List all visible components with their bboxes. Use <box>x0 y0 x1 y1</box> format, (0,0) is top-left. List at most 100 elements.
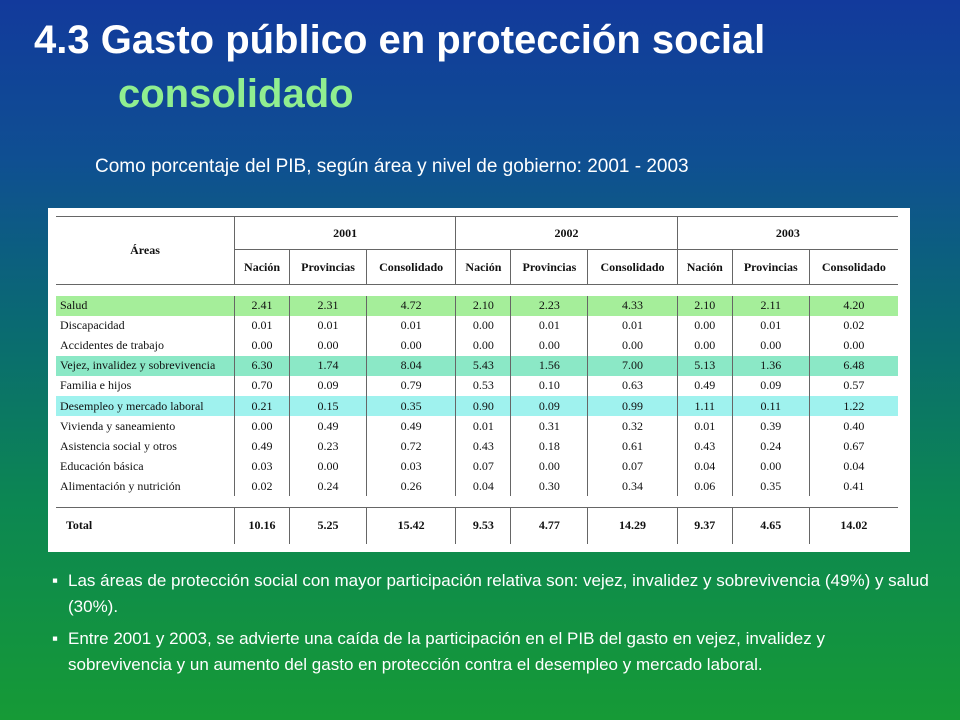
table-row: Vejez, invalidez y sobrevivencia 6.30 1.74… <box>56 355 898 376</box>
bullet-text: Entre 2001 y 2003, se advierte una caída… <box>68 629 825 674</box>
level-header: Provincias <box>510 249 588 285</box>
value-cell: 4.72 <box>365 295 456 316</box>
total-value-cell: 14.02 <box>808 506 898 544</box>
level-header: Nación <box>455 249 511 285</box>
value-cell: 2.23 <box>510 295 588 316</box>
value-cell: 0.03 <box>233 456 290 477</box>
value-cell: 0.15 <box>289 395 367 417</box>
value-cell: 8.04 <box>365 355 456 376</box>
value-cell: 0.18 <box>510 436 588 457</box>
value-cell: 0.04 <box>676 456 733 477</box>
bullet-list: ▪ Las áreas de protección social con may… <box>52 568 932 684</box>
value-cell: 0.00 <box>731 335 810 356</box>
value-cell: 0.49 <box>365 416 456 437</box>
value-cell: 0.00 <box>510 335 588 356</box>
level-header: Provincias <box>731 249 810 285</box>
slide-subtitle: Como porcentaje del PIB, según área y ni… <box>95 156 689 177</box>
bullet-marker: ▪ <box>52 571 59 590</box>
year-header: 2003 <box>676 216 898 250</box>
value-cell: 0.00 <box>455 315 511 336</box>
value-cell: 0.53 <box>455 375 511 396</box>
value-cell: 4.20 <box>808 295 898 316</box>
table-body: Salud 2.41 2.31 4.72 2.10 2.23 4.33 2.10 2.11 4.2… <box>56 285 898 544</box>
value-cell: 5.13 <box>676 355 733 376</box>
value-cell: 1.11 <box>676 395 733 417</box>
value-cell: 0.01 <box>510 315 588 336</box>
value-cell: 0.72 <box>365 436 456 457</box>
value-cell: 0.49 <box>676 375 733 396</box>
table-header-levels: Nación Provincias Consolidado Nación Pro… <box>56 249 898 285</box>
value-cell: 0.09 <box>510 395 588 417</box>
area-cell: Familia e hijos <box>60 378 132 393</box>
value-cell: 0.01 <box>289 315 367 336</box>
area-cell: Educación básica <box>60 458 144 473</box>
value-cell: 0.67 <box>808 436 898 457</box>
table-row: Desempleo y mercado laboral 0.21 0.15 0.35 0… <box>56 395 898 417</box>
value-cell: 0.04 <box>455 476 511 497</box>
area-cell: Accidentes de trabajo <box>60 338 164 353</box>
value-cell: 0.43 <box>455 436 511 457</box>
value-cell: 0.00 <box>587 335 678 356</box>
level-header: Consolidado <box>365 249 456 285</box>
value-cell: 0.34 <box>587 476 678 497</box>
total-value-cell: 15.42 <box>365 506 456 544</box>
level-header: Nación <box>233 249 290 285</box>
area-cell: Alimentación y nutrición <box>60 478 181 493</box>
value-cell: 0.01 <box>233 315 290 336</box>
value-cell: 0.41 <box>808 476 898 497</box>
value-cell: 5.43 <box>455 355 511 376</box>
value-cell: 2.31 <box>289 295 367 316</box>
value-cell: 0.57 <box>808 375 898 396</box>
slide-title: 4.3 Gasto público en protección social <box>34 18 766 62</box>
data-table: Áreas 2001 2002 2003 Nación Provincias C… <box>56 216 898 544</box>
area-cell: Vivienda y saneamiento <box>60 418 176 433</box>
value-cell: 1.74 <box>289 355 367 376</box>
value-cell: 0.04 <box>808 456 898 477</box>
value-cell: 4.33 <box>587 295 678 316</box>
value-cell: 0.70 <box>233 375 290 396</box>
value-cell: 0.00 <box>233 416 290 437</box>
value-cell: 0.10 <box>510 375 588 396</box>
value-cell: 0.61 <box>587 436 678 457</box>
value-cell: 0.00 <box>289 335 367 356</box>
value-cell: 0.00 <box>676 315 733 336</box>
value-cell: 0.63 <box>587 375 678 396</box>
value-cell: 2.11 <box>731 295 810 316</box>
level-header: Provincias <box>289 249 367 285</box>
value-cell: 0.01 <box>365 315 456 336</box>
total-row: Total 10.16 5.25 15.42 9.53 4.77 14.29 9.37 4.65… <box>56 506 898 544</box>
value-cell: 0.79 <box>365 375 456 396</box>
year-header: 2002 <box>455 216 678 250</box>
value-cell: 0.23 <box>289 436 367 457</box>
total-value-cell: 10.16 <box>233 506 290 544</box>
total-value-cell: 9.37 <box>676 506 733 544</box>
value-cell: 0.26 <box>365 476 456 497</box>
table-row: Alimentación y nutrición 0.02 0.24 0.26 0.04… <box>56 476 898 497</box>
area-cell: Vejez, invalidez y sobrevivencia <box>56 355 235 376</box>
value-cell: 0.00 <box>365 335 456 356</box>
total-value-cell: 4.65 <box>731 506 810 544</box>
bullet-item: ▪ Entre 2001 y 2003, se advierte una caí… <box>52 626 932 678</box>
bullet-text: Las áreas de protección social con mayor… <box>68 571 929 616</box>
value-cell: 0.40 <box>808 416 898 437</box>
value-cell: 2.10 <box>455 295 511 316</box>
value-cell: 0.39 <box>731 416 810 437</box>
value-cell: 0.32 <box>587 416 678 437</box>
table-row: Salud 2.41 2.31 4.72 2.10 2.23 4.33 2.10 2.11 4.2… <box>56 295 898 316</box>
value-cell: 0.01 <box>676 416 733 437</box>
value-cell: 0.00 <box>455 335 511 356</box>
table-header-years: Áreas 2001 2002 2003 <box>56 216 898 285</box>
value-cell: 0.00 <box>731 456 810 477</box>
value-cell: 0.35 <box>365 395 456 417</box>
value-cell: 0.31 <box>510 416 588 437</box>
value-cell: 0.06 <box>676 476 733 497</box>
spacer-cell <box>56 285 898 296</box>
value-cell: 0.09 <box>731 375 810 396</box>
value-cell: 0.24 <box>731 436 810 457</box>
value-cell: 0.02 <box>808 315 898 336</box>
total-value-cell: 9.53 <box>455 506 511 544</box>
value-cell: 7.00 <box>587 355 678 376</box>
area-cell: Asistencia social y otros <box>60 438 177 453</box>
bullet-item: ▪ Las áreas de protección social con may… <box>52 568 932 620</box>
value-cell: 0.02 <box>233 476 290 497</box>
